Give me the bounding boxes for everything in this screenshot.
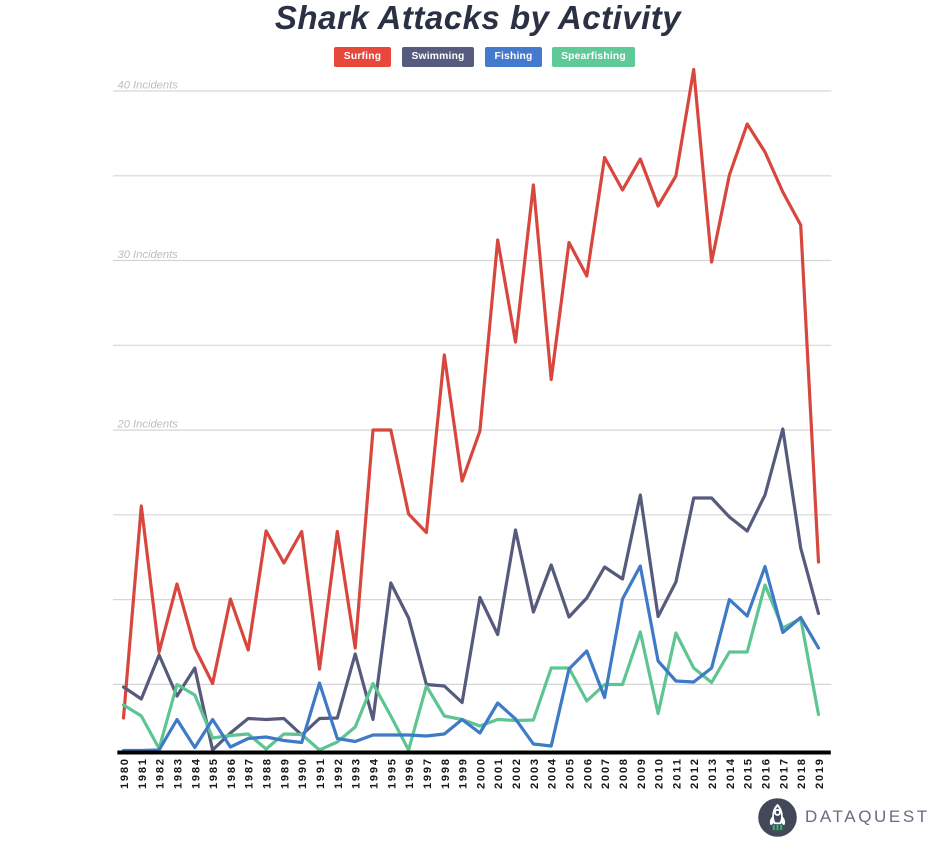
- svg-text:1992: 1992: [333, 759, 345, 789]
- svg-text:2019: 2019: [814, 759, 826, 789]
- svg-text:20 Incidents: 20 Incidents: [117, 419, 179, 431]
- svg-text:2001: 2001: [493, 759, 505, 789]
- svg-text:2004: 2004: [547, 758, 559, 789]
- svg-text:1996: 1996: [404, 759, 416, 789]
- svg-text:1994: 1994: [369, 758, 381, 789]
- svg-text:2014: 2014: [725, 758, 737, 789]
- svg-text:2007: 2007: [600, 759, 612, 789]
- svg-text:2016: 2016: [761, 759, 773, 789]
- svg-text:1986: 1986: [226, 759, 238, 789]
- svg-text:2015: 2015: [743, 759, 755, 789]
- svg-text:1980: 1980: [119, 759, 131, 789]
- svg-text:1985: 1985: [208, 759, 220, 789]
- svg-text:1988: 1988: [262, 759, 274, 789]
- svg-text:1999: 1999: [458, 759, 470, 789]
- svg-text:2005: 2005: [565, 759, 577, 789]
- svg-text:30 Incidents: 30 Incidents: [118, 249, 179, 261]
- svg-text:1987: 1987: [244, 759, 256, 789]
- svg-text:1997: 1997: [422, 759, 434, 789]
- svg-text:2000: 2000: [475, 759, 487, 789]
- svg-text:1998: 1998: [440, 759, 452, 789]
- svg-text:1983: 1983: [173, 759, 185, 789]
- svg-text:1982: 1982: [155, 759, 167, 789]
- svg-text:1991: 1991: [315, 759, 327, 789]
- svg-text:2008: 2008: [618, 759, 630, 789]
- svg-text:1984: 1984: [190, 758, 202, 789]
- svg-text:2002: 2002: [511, 759, 523, 789]
- svg-text:2012: 2012: [689, 759, 701, 789]
- svg-text:1981: 1981: [137, 759, 149, 789]
- svg-text:1990: 1990: [297, 759, 309, 789]
- svg-text:1993: 1993: [351, 759, 363, 789]
- svg-text:2011: 2011: [671, 759, 683, 789]
- svg-text:2006: 2006: [582, 759, 594, 789]
- svg-text:2009: 2009: [636, 759, 648, 789]
- svg-text:2003: 2003: [529, 759, 541, 789]
- svg-text:1989: 1989: [279, 759, 291, 789]
- svg-text:2013: 2013: [707, 759, 719, 789]
- svg-text:2017: 2017: [778, 759, 790, 789]
- svg-text:2010: 2010: [654, 759, 666, 789]
- svg-text:1995: 1995: [386, 759, 398, 789]
- svg-text:40 Incidents: 40 Incidents: [118, 80, 179, 92]
- svg-text:2018: 2018: [796, 759, 808, 789]
